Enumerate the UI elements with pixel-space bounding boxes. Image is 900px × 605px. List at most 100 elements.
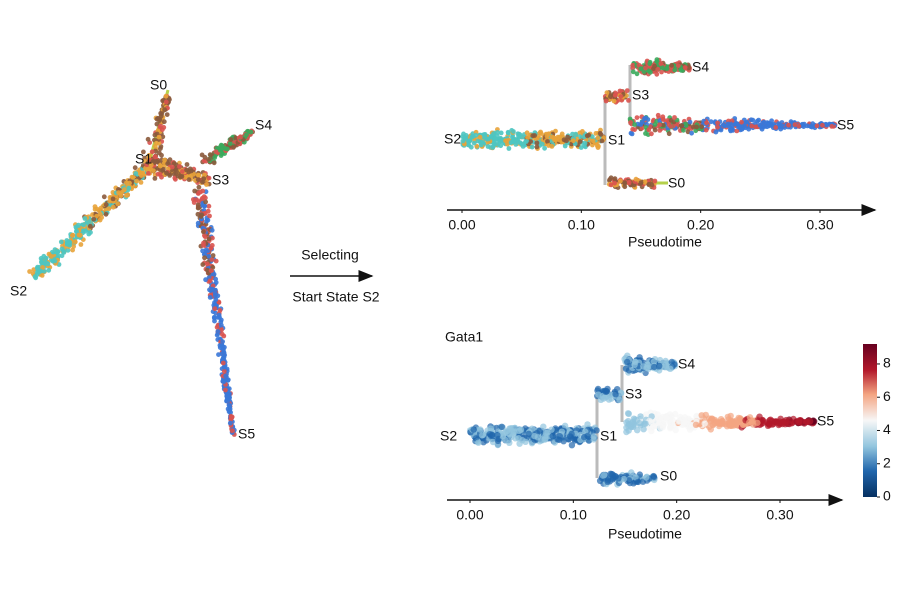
- cell-point: [660, 363, 668, 370]
- cell-point: [91, 216, 97, 222]
- cell-point: [612, 180, 617, 186]
- cell-point: [642, 179, 648, 185]
- cell-point: [672, 115, 677, 120]
- cell-point: [162, 157, 168, 163]
- cell-point: [58, 239, 64, 245]
- cell-point: [617, 390, 625, 397]
- cell-point: [668, 413, 675, 420]
- cell-point: [654, 411, 661, 418]
- cell-point: [486, 136, 491, 142]
- cell-point: [829, 124, 835, 129]
- cell-point: [82, 216, 88, 221]
- cell-point: [218, 153, 224, 159]
- cell-point: [498, 143, 504, 149]
- cell-point: [218, 146, 224, 152]
- cell-point: [672, 67, 678, 73]
- cell-point: [126, 185, 132, 191]
- x-tick-label: 0.00: [448, 217, 475, 233]
- cell-point: [667, 365, 674, 372]
- cell-point: [693, 416, 700, 423]
- x-tick-label: 0.30: [766, 507, 793, 523]
- cell-point: [225, 146, 230, 152]
- cell-point: [155, 171, 161, 177]
- cell-point: [52, 258, 58, 264]
- cell-point: [478, 432, 486, 439]
- cell-point: [103, 202, 109, 208]
- cell-point: [223, 373, 229, 379]
- cell-point: [649, 182, 655, 188]
- cell-point: [220, 360, 226, 366]
- cell-point: [804, 418, 811, 426]
- cell-point: [213, 258, 219, 264]
- cell-point: [659, 422, 666, 429]
- cell-point: [557, 134, 562, 140]
- cell-point: [208, 268, 214, 274]
- cell-point: [59, 246, 65, 252]
- cell-point: [655, 66, 661, 72]
- cell-point: [628, 469, 635, 476]
- cell-point: [225, 398, 231, 404]
- cell-point: [205, 208, 211, 214]
- cell-point: [630, 69, 636, 75]
- cell-point: [207, 295, 213, 300]
- cell-point: [195, 202, 201, 208]
- cell-point: [639, 119, 645, 125]
- cell-point: [746, 414, 754, 421]
- x-tick-label: 0.10: [568, 217, 595, 233]
- cell-point: [721, 122, 726, 128]
- cell-point: [157, 163, 163, 169]
- cell-point: [171, 161, 177, 167]
- cell-point: [664, 66, 670, 71]
- cell-point: [517, 426, 525, 434]
- cell-point: [652, 122, 658, 127]
- cell-point: [701, 420, 708, 427]
- cell-point: [622, 365, 630, 372]
- cell-point: [207, 152, 213, 158]
- cell-point: [623, 428, 630, 436]
- cell-point: [703, 127, 709, 133]
- cell-point: [565, 134, 570, 140]
- state-label: S2: [440, 428, 457, 444]
- cell-point: [70, 233, 75, 238]
- cell-point: [688, 424, 695, 431]
- cell-point: [209, 286, 215, 292]
- cell-point: [87, 223, 93, 229]
- state-label: S1: [600, 428, 617, 444]
- cell-point: [71, 244, 76, 249]
- cell-point: [213, 280, 219, 285]
- cell-point: [201, 229, 206, 235]
- cell-point: [473, 132, 479, 138]
- cell-point: [525, 135, 530, 140]
- cell-point: [208, 245, 214, 251]
- cell-point: [133, 171, 139, 176]
- cell-point: [814, 123, 820, 129]
- cell-point: [221, 368, 227, 374]
- cell-point: [233, 135, 239, 141]
- x-tick-label: 0.10: [560, 507, 587, 523]
- cell-point: [668, 124, 674, 129]
- cell-point: [678, 123, 684, 129]
- cell-point: [201, 242, 206, 248]
- cell-point: [754, 118, 760, 124]
- cell-point: [159, 174, 164, 180]
- cell-point: [689, 130, 694, 136]
- cell-point: [652, 63, 657, 69]
- cell-point: [525, 430, 532, 437]
- cell-point: [786, 122, 791, 128]
- cell-point: [158, 123, 163, 129]
- cell-point: [206, 203, 212, 209]
- cell-point: [632, 122, 637, 127]
- cell-point: [221, 379, 227, 384]
- cell-point: [466, 142, 472, 148]
- cell-point: [646, 127, 652, 133]
- cell-point: [544, 133, 550, 139]
- cell-point: [184, 167, 190, 173]
- cell-point: [520, 144, 526, 149]
- arrow-label: Selecting: [301, 247, 359, 263]
- cell-point: [470, 426, 477, 433]
- cell-point: [491, 131, 496, 137]
- cell-point: [549, 432, 556, 440]
- state-label: S3: [212, 172, 229, 188]
- cell-point: [219, 331, 225, 337]
- cell-point: [45, 261, 51, 267]
